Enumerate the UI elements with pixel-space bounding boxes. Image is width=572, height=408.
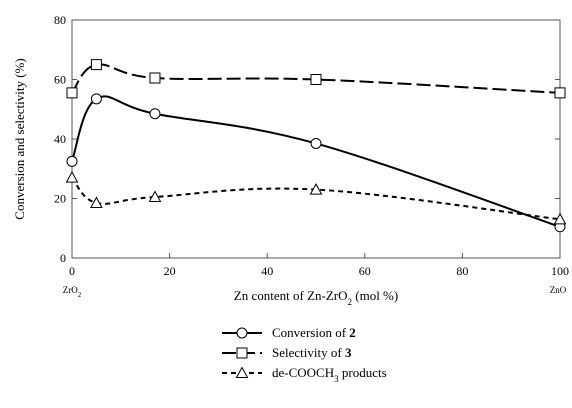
y-tick-label: 60: [54, 73, 66, 87]
data-point-circle: [150, 109, 160, 119]
series-line-circle: [72, 96, 560, 226]
x-axis-title: Zn content of Zn-ZrO2 (mol %): [234, 288, 398, 307]
data-point-circle: [311, 138, 321, 148]
y-tick-label: 80: [54, 13, 66, 27]
x-axis-ticks: 0 20 40 60 80 100: [69, 253, 569, 278]
legend-marker-square: [237, 348, 247, 358]
legend-item: de-COOCH3 products: [222, 365, 387, 384]
y-axis-ticks: 0 20 40 60 80: [54, 13, 560, 265]
x-tick-label: 40: [261, 264, 273, 278]
legend-item: Conversion of 2: [222, 325, 356, 340]
data-point-square: [555, 88, 565, 98]
legend-marker-triangle: [237, 368, 248, 378]
data-point-square: [91, 60, 101, 70]
x-tick-label: 80: [456, 264, 468, 278]
x-tick-label: 0: [69, 264, 75, 278]
legend-item: Selectivity of 3: [222, 345, 352, 360]
x-tick-label: 60: [359, 264, 371, 278]
y-tick-label: 40: [54, 132, 66, 146]
data-point-square: [67, 88, 77, 98]
x-end-label-left: ZrO2: [63, 285, 82, 299]
data-point-circle: [91, 94, 101, 104]
data-point-square: [311, 75, 321, 85]
legend-label: de-COOCH3 products: [272, 365, 387, 384]
x-tick-label: 100: [551, 264, 569, 278]
y-tick-label: 20: [54, 192, 66, 206]
legend-label: Selectivity of 3: [272, 345, 352, 360]
plot-area: 0 20 40 60 80 0 20 40 60 80 100: [54, 13, 569, 278]
data-point-circle: [67, 156, 77, 166]
x-tick-label: 20: [164, 264, 176, 278]
series-markers: [67, 60, 566, 232]
data-point-triangle: [67, 172, 78, 182]
x-end-label-right: ZnO: [550, 285, 567, 295]
legend-marker-circle: [237, 328, 247, 338]
y-tick-label: 0: [60, 251, 66, 265]
data-point-square: [150, 73, 160, 83]
y-axis-title: Conversion and selectivity (%): [12, 58, 27, 219]
legend: Conversion of 2 Selectivity of 3 de-COOCH3…: [222, 325, 387, 384]
legend-label: Conversion of 2: [272, 325, 356, 340]
data-point-triangle: [91, 197, 102, 207]
